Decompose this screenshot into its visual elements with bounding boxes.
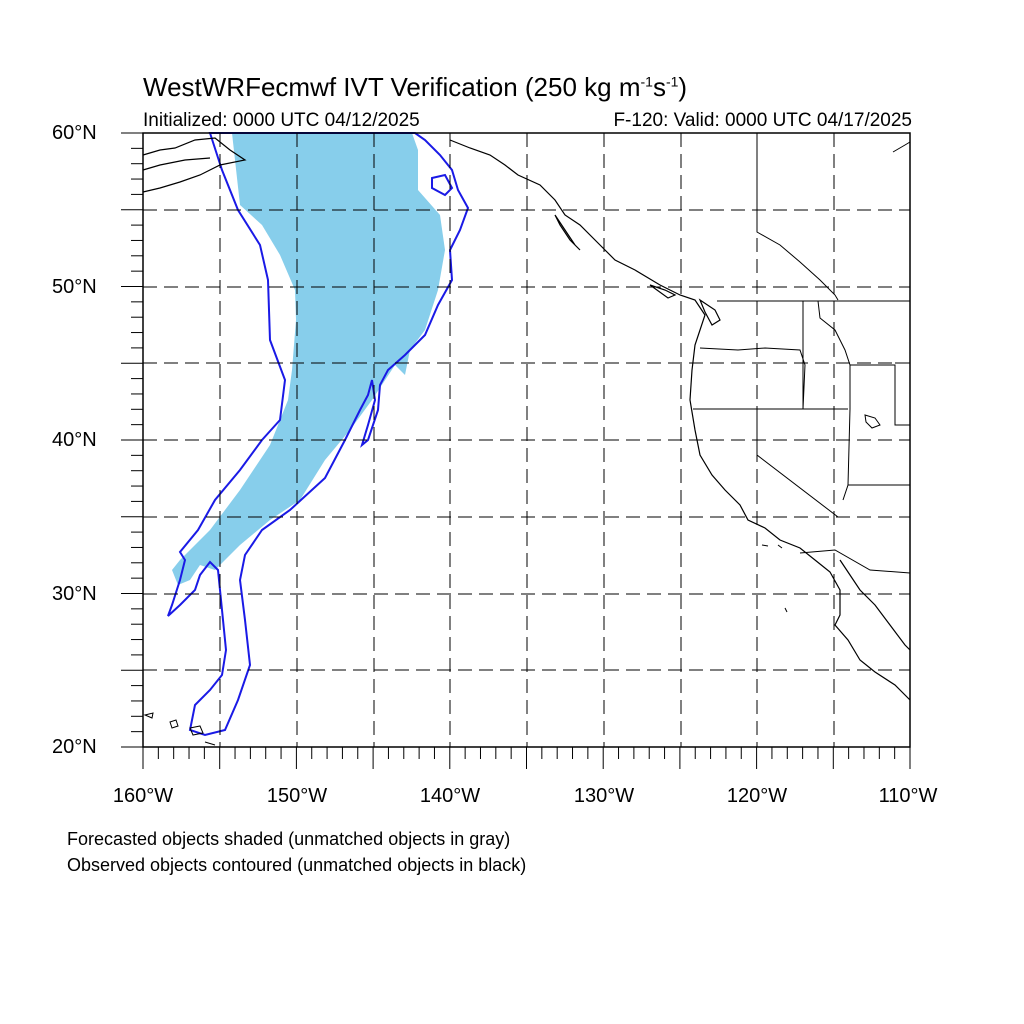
alaska-coast (142, 137, 247, 193)
gulf-california-coast (839, 559, 911, 651)
lat-label-30: 30°N (52, 583, 97, 605)
lon-label-130: 130°W (573, 785, 635, 807)
observed-note: Observed objects contoured (unmatched ob… (67, 855, 527, 875)
hawaii-islands (143, 712, 216, 746)
graticule (143, 133, 910, 747)
lat-label-60: 60°N (52, 122, 97, 144)
lon-label-140: 140°W (419, 785, 481, 807)
axis-ticks (121, 132, 911, 769)
lat-label-40: 40°N (52, 429, 97, 451)
lon-label-110: 110°W (878, 785, 938, 807)
forecast-note: Forecasted objects shaded (unmatched obj… (67, 829, 511, 849)
boundaries (693, 133, 911, 574)
lat-label-50: 50°N (52, 276, 97, 298)
valid-time: F-120: Valid: 0000 UTC 04/17/2025 (613, 110, 912, 131)
observed-contour-hole (431, 173, 454, 197)
alaska-coast-2 (142, 157, 211, 171)
lon-label-150: 150°W (266, 785, 328, 807)
lon-label-120: 120°W (726, 785, 788, 807)
legend-notes: Forecasted objects shaded (unmatched obj… (67, 826, 526, 878)
bc-islands (554, 214, 721, 326)
map-title: WestWRFecmwf IVT Verification (250 kg m-… (143, 72, 688, 102)
init-time: Initialized: 0000 UTC 04/12/2025 (143, 110, 420, 131)
forecast-object (172, 133, 445, 585)
canada-east-coast (892, 141, 911, 153)
observed-contour (167, 132, 470, 737)
coastline (449, 139, 911, 701)
bermuda-small (761, 544, 788, 613)
lon-label-160: 160°W (112, 785, 174, 807)
lat-label-20: 20°N (52, 736, 97, 758)
